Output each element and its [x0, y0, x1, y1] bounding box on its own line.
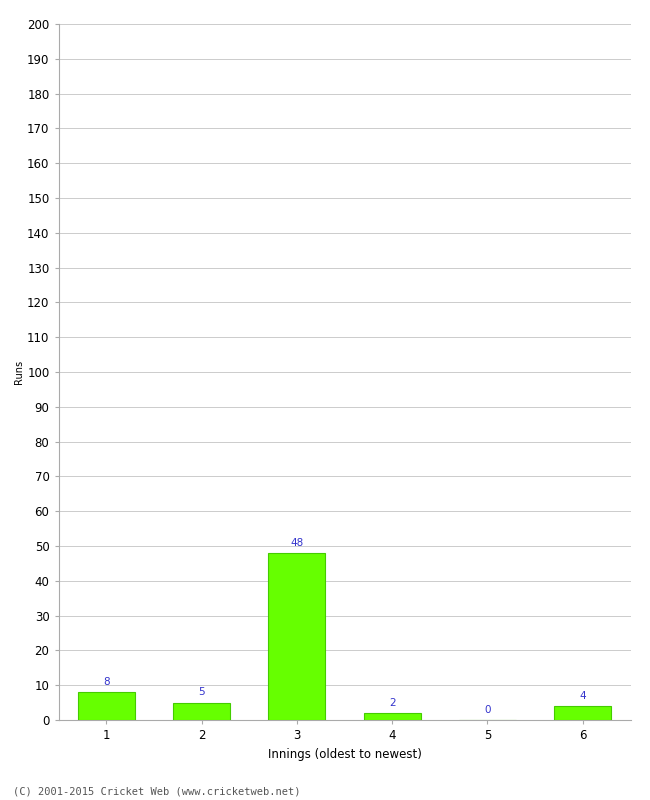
- Y-axis label: Runs: Runs: [14, 360, 24, 384]
- Bar: [268, 553, 326, 720]
- Bar: [173, 702, 230, 720]
- Text: 5: 5: [198, 687, 205, 698]
- Text: 0: 0: [484, 705, 491, 714]
- Bar: [363, 713, 421, 720]
- Text: 48: 48: [290, 538, 304, 548]
- X-axis label: Innings (oldest to newest): Innings (oldest to newest): [268, 747, 421, 761]
- Text: 8: 8: [103, 677, 109, 687]
- Bar: [77, 692, 135, 720]
- Text: (C) 2001-2015 Cricket Web (www.cricketweb.net): (C) 2001-2015 Cricket Web (www.cricketwe…: [13, 786, 300, 796]
- Text: 2: 2: [389, 698, 395, 708]
- Bar: [554, 706, 612, 720]
- Text: 4: 4: [580, 691, 586, 701]
